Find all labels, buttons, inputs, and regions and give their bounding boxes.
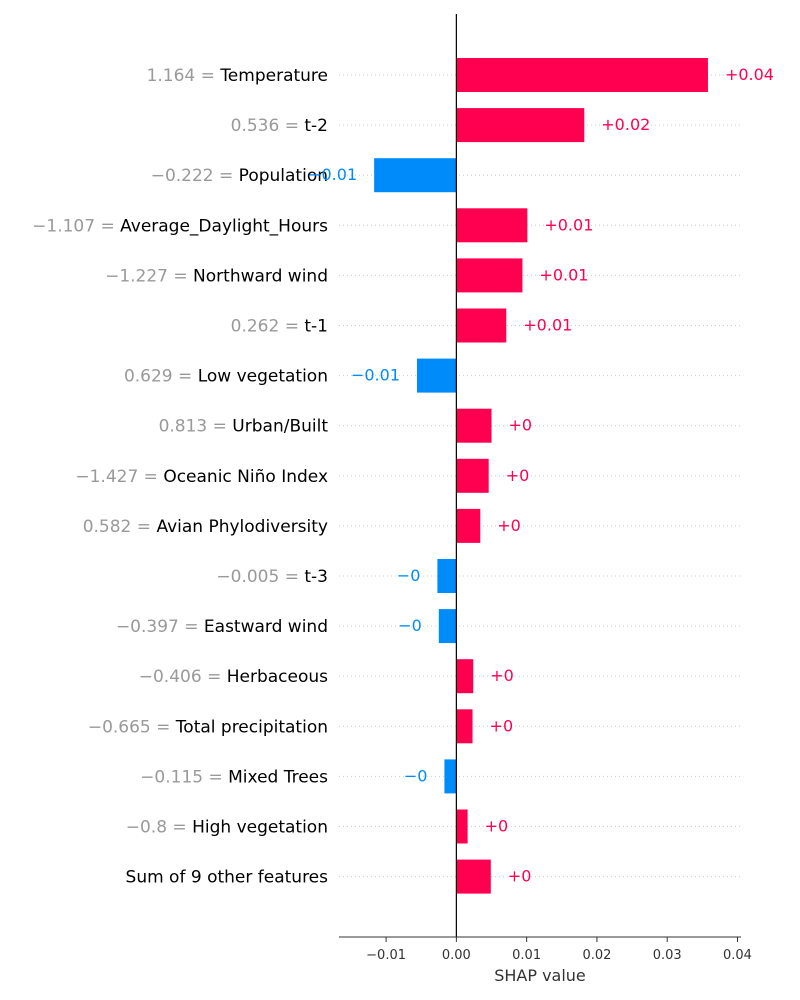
feature-label: −0.406 = Herbaceous	[139, 667, 328, 687]
feature-name: Temperature	[219, 66, 328, 86]
bar-value-label: +0.04	[725, 65, 774, 84]
shap-bar	[456, 408, 492, 443]
feature-name: Sum of 9 other features	[126, 868, 329, 888]
x-tick-label: 0.03	[653, 948, 682, 963]
feature-label: −0.115 = Mixed Trees	[140, 767, 328, 787]
shap-bar	[456, 58, 708, 92]
feature-label: −1.107 = Average_Daylight_Hours	[32, 216, 328, 236]
feature-label: −1.427 = Oceanic Niño Index	[75, 467, 328, 487]
shap-bar	[456, 458, 489, 493]
feature-value: −0.665 =	[88, 717, 176, 737]
x-axis: −0.01 0.00 0.01 0.02 0.03 0.04	[339, 14, 752, 963]
feature-label: 0.582 = Avian Phylodiversity	[83, 517, 328, 537]
feature-name: Population	[239, 166, 328, 186]
shap-bar	[456, 308, 507, 343]
feature-name: Eastward wind	[204, 617, 328, 637]
x-tick-label: 0.01	[512, 948, 541, 963]
bar-value-label: −0	[398, 616, 422, 635]
feature-value: 1.164 =	[147, 66, 221, 86]
feature-value: −0.222 =	[151, 166, 239, 186]
feature-label: 0.629 = Low vegetation	[124, 367, 328, 387]
feature-name: Oceanic Niño Index	[163, 467, 328, 487]
feature-label: 0.813 = Urban/Built	[159, 417, 329, 437]
feature-name: Average_Daylight_Hours	[120, 216, 328, 236]
shap-bar	[456, 659, 474, 694]
x-tick-label: 0.00	[442, 948, 471, 963]
bar-value-label: +0	[485, 817, 509, 836]
bar-value-label: +0	[497, 516, 521, 535]
shap-bar	[456, 258, 523, 293]
feature-label: 0.262 = t-1	[231, 317, 328, 337]
shap-bar	[438, 609, 457, 644]
shap-bar	[444, 759, 457, 794]
feature-name: t-1	[304, 317, 328, 337]
feature-value: −1.107 =	[32, 216, 120, 236]
bar-value-label: −0.01	[351, 366, 400, 385]
shap-bar	[374, 158, 457, 193]
shap-bar	[456, 709, 473, 744]
feature-value: 0.813 =	[159, 417, 233, 437]
feature-label: 1.164 = Temperature	[147, 66, 328, 86]
bar-value-label: +0	[490, 716, 514, 735]
feature-label: −0.222 = Population	[151, 166, 328, 186]
shap-bar	[456, 108, 585, 143]
feature-label: −0.665 = Total precipitation	[88, 717, 328, 737]
feature-value: −1.227 =	[105, 266, 193, 286]
bar-value-label: +0	[509, 416, 533, 435]
x-tick-label: 0.04	[723, 948, 752, 963]
feature-name: Avian Phylodiversity	[156, 517, 328, 537]
feature-label: 0.536 = t-2	[231, 116, 328, 136]
feature-label: Sum of 9 other features	[126, 868, 329, 888]
bar-value-label: +0.02	[601, 115, 650, 134]
x-axis-label: SHAP value	[494, 966, 586, 985]
bar-value-label: +0	[490, 666, 514, 685]
feature-value: 0.536 =	[231, 116, 305, 136]
feature-value: −0.005 =	[216, 567, 304, 587]
feature-value: 0.629 =	[124, 367, 198, 387]
feature-name: t-3	[304, 567, 328, 587]
bar-value-label: +0.01	[539, 265, 588, 284]
feature-label: −0.8 = High vegetation	[126, 818, 328, 838]
feature-value: 0.582 =	[83, 517, 157, 537]
feature-value: 0.262 =	[231, 317, 305, 337]
feature-name: Herbaceous	[227, 667, 328, 687]
bar-value-label: +0.01	[544, 215, 593, 234]
bar-value-label: −0	[404, 766, 428, 785]
feature-value: −1.427 =	[75, 467, 163, 487]
grid-lines	[339, 74, 741, 878]
shap-bar	[456, 508, 481, 543]
bar-value-labels: +0.04 +0.02 −0.01 +0.01 +0.01 +0.01 −0.01 +0 +0 +…	[308, 65, 774, 886]
feature-value: −0.115 =	[140, 767, 228, 787]
bar-value-label: −0	[397, 566, 421, 585]
feature-labels: 1.164 = Temperature 0.536 = t-2 −0.222 = P…	[32, 66, 328, 888]
feature-label: −1.227 = Northward wind	[105, 266, 328, 286]
bar-value-label: −0.01	[308, 165, 357, 184]
x-tick-label: 0.02	[582, 948, 611, 963]
feature-value: −0.8 =	[126, 818, 192, 838]
feature-name: Urban/Built	[232, 417, 328, 437]
feature-value: −0.397 =	[116, 617, 204, 637]
feature-name: Northward wind	[193, 266, 328, 286]
shap-bar	[417, 358, 457, 393]
feature-name: High vegetation	[192, 818, 328, 838]
bar-value-label: +0	[506, 466, 530, 485]
shap-bar	[456, 859, 491, 894]
feature-name: t-2	[304, 116, 328, 136]
bars	[374, 58, 708, 894]
x-tick-label: −0.01	[366, 948, 406, 963]
feature-name: Low vegetation	[198, 367, 328, 387]
shap-bar	[437, 559, 457, 593]
feature-label: −0.397 = Eastward wind	[116, 617, 328, 637]
feature-label: −0.005 = t-3	[216, 567, 328, 587]
feature-name: Mixed Trees	[228, 767, 328, 787]
feature-value: −0.406 =	[139, 667, 227, 687]
bar-value-label: +0.01	[523, 316, 572, 335]
shap-bar	[456, 208, 528, 243]
feature-name: Total precipitation	[175, 717, 328, 737]
shap-bar	[456, 809, 468, 844]
bar-value-label: +0	[508, 867, 532, 886]
